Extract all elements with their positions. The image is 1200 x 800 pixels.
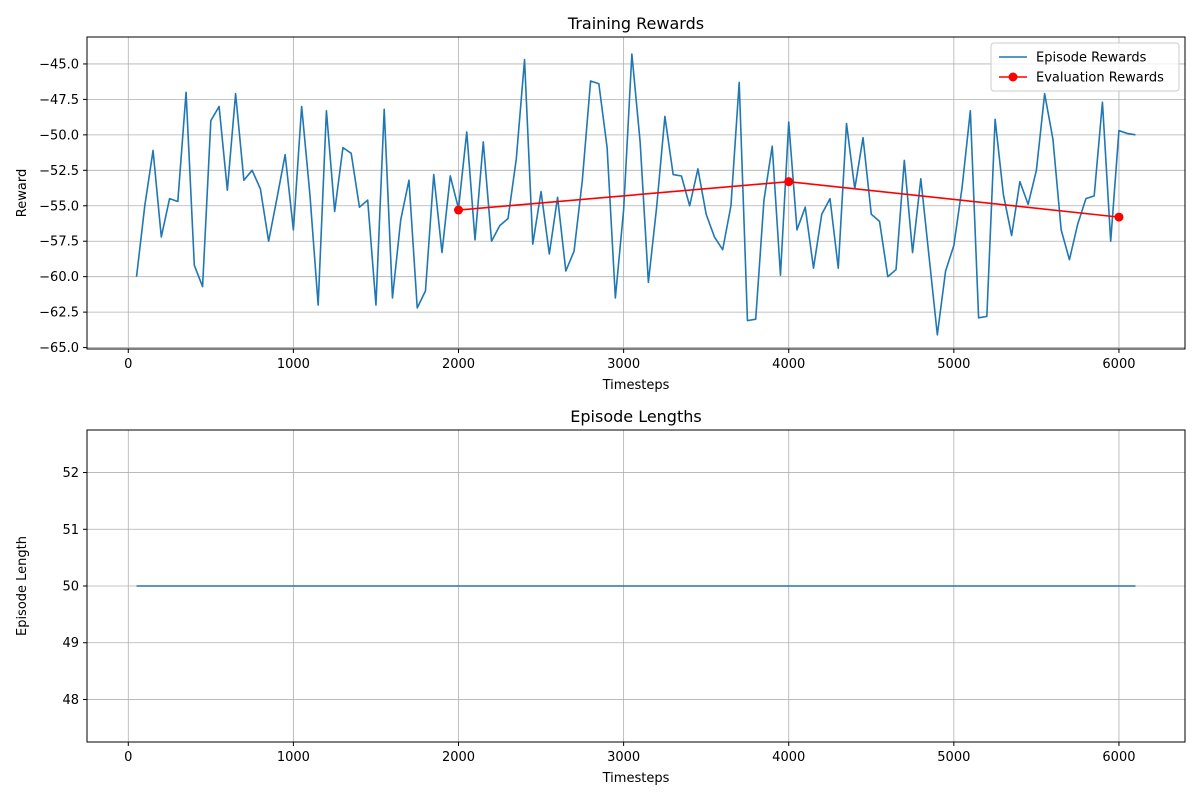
x-tick-label: 4000 [772,357,805,372]
x-tick-label: 2000 [442,750,475,765]
x-tick-label: 3000 [607,750,640,765]
x-tick-label: 1000 [277,750,310,765]
x-tick-label: 0 [124,357,132,372]
x-tick-label: 5000 [937,750,970,765]
x-tick-label: 6000 [1102,357,1135,372]
x-tick-label: 2000 [442,357,475,372]
x-tick-label: 6000 [1102,750,1135,765]
legend-label: Episode Rewards [1036,51,1147,66]
x-axis-label: Timesteps [602,771,670,786]
y-tick-label: 48 [62,693,79,708]
data-point [1114,212,1124,222]
legend-marker [1008,72,1018,82]
y-tick-label: 51 [62,523,79,538]
episode-lengths-chart: 0 1000 2000 3000 4000 5000 6000 48 49 50 51 52 Epi… [15,407,1186,786]
legend-box [990,42,1180,92]
x-ticks: 0 1000 2000 3000 4000 5000 6000 [124,349,1136,372]
legend-label: Evaluation Rewards [1036,71,1164,86]
y-axis-label: Episode Length [15,536,30,636]
series-line [135,53,1136,336]
x-axis-label: Timesteps [602,378,670,393]
y-ticks: 48 49 50 51 52 [62,466,87,708]
y-tick-label: 49 [62,636,79,651]
y-axis-label: Reward [15,169,30,217]
y-tick-label: −60.0 [39,270,79,285]
grid [87,37,1185,349]
y-tick-label: −47.5 [39,93,79,108]
data-point [454,205,464,215]
y-tick-label: 52 [62,466,79,481]
legend: Episode Rewards Evaluation Rewards [990,42,1180,92]
x-tick-label: 0 [124,750,132,765]
y-tick-label: −52.5 [39,164,79,179]
chart-title: Episode Lengths [570,407,701,426]
y-tick-label: −57.5 [39,235,79,250]
y-tick-label: −65.0 [39,341,79,356]
y-tick-label: −50.0 [39,128,79,143]
x-tick-label: 5000 [937,357,970,372]
x-tick-label: 3000 [607,357,640,372]
y-tick-label: −45.0 [39,57,79,72]
axes-frame [86,36,1186,350]
y-ticks: −65.0 −62.5 −60.0 −57.5 −55.0 −52.5 −50.0 −47.5… [39,57,87,356]
training-rewards-chart: 0 1000 2000 3000 4000 5000 6000 −65.0 −62.5 −60.… [15,14,1186,393]
x-tick-label: 4000 [772,750,805,765]
y-tick-label: −55.0 [39,199,79,214]
chart-title: Training Rewards [567,14,704,33]
y-tick-label: 50 [62,580,79,595]
data-point [784,177,794,187]
x-ticks: 0 1000 2000 3000 4000 5000 6000 [124,742,1136,765]
y-tick-label: −62.5 [39,306,79,321]
x-tick-label: 1000 [277,357,310,372]
series-layer [135,53,1136,336]
